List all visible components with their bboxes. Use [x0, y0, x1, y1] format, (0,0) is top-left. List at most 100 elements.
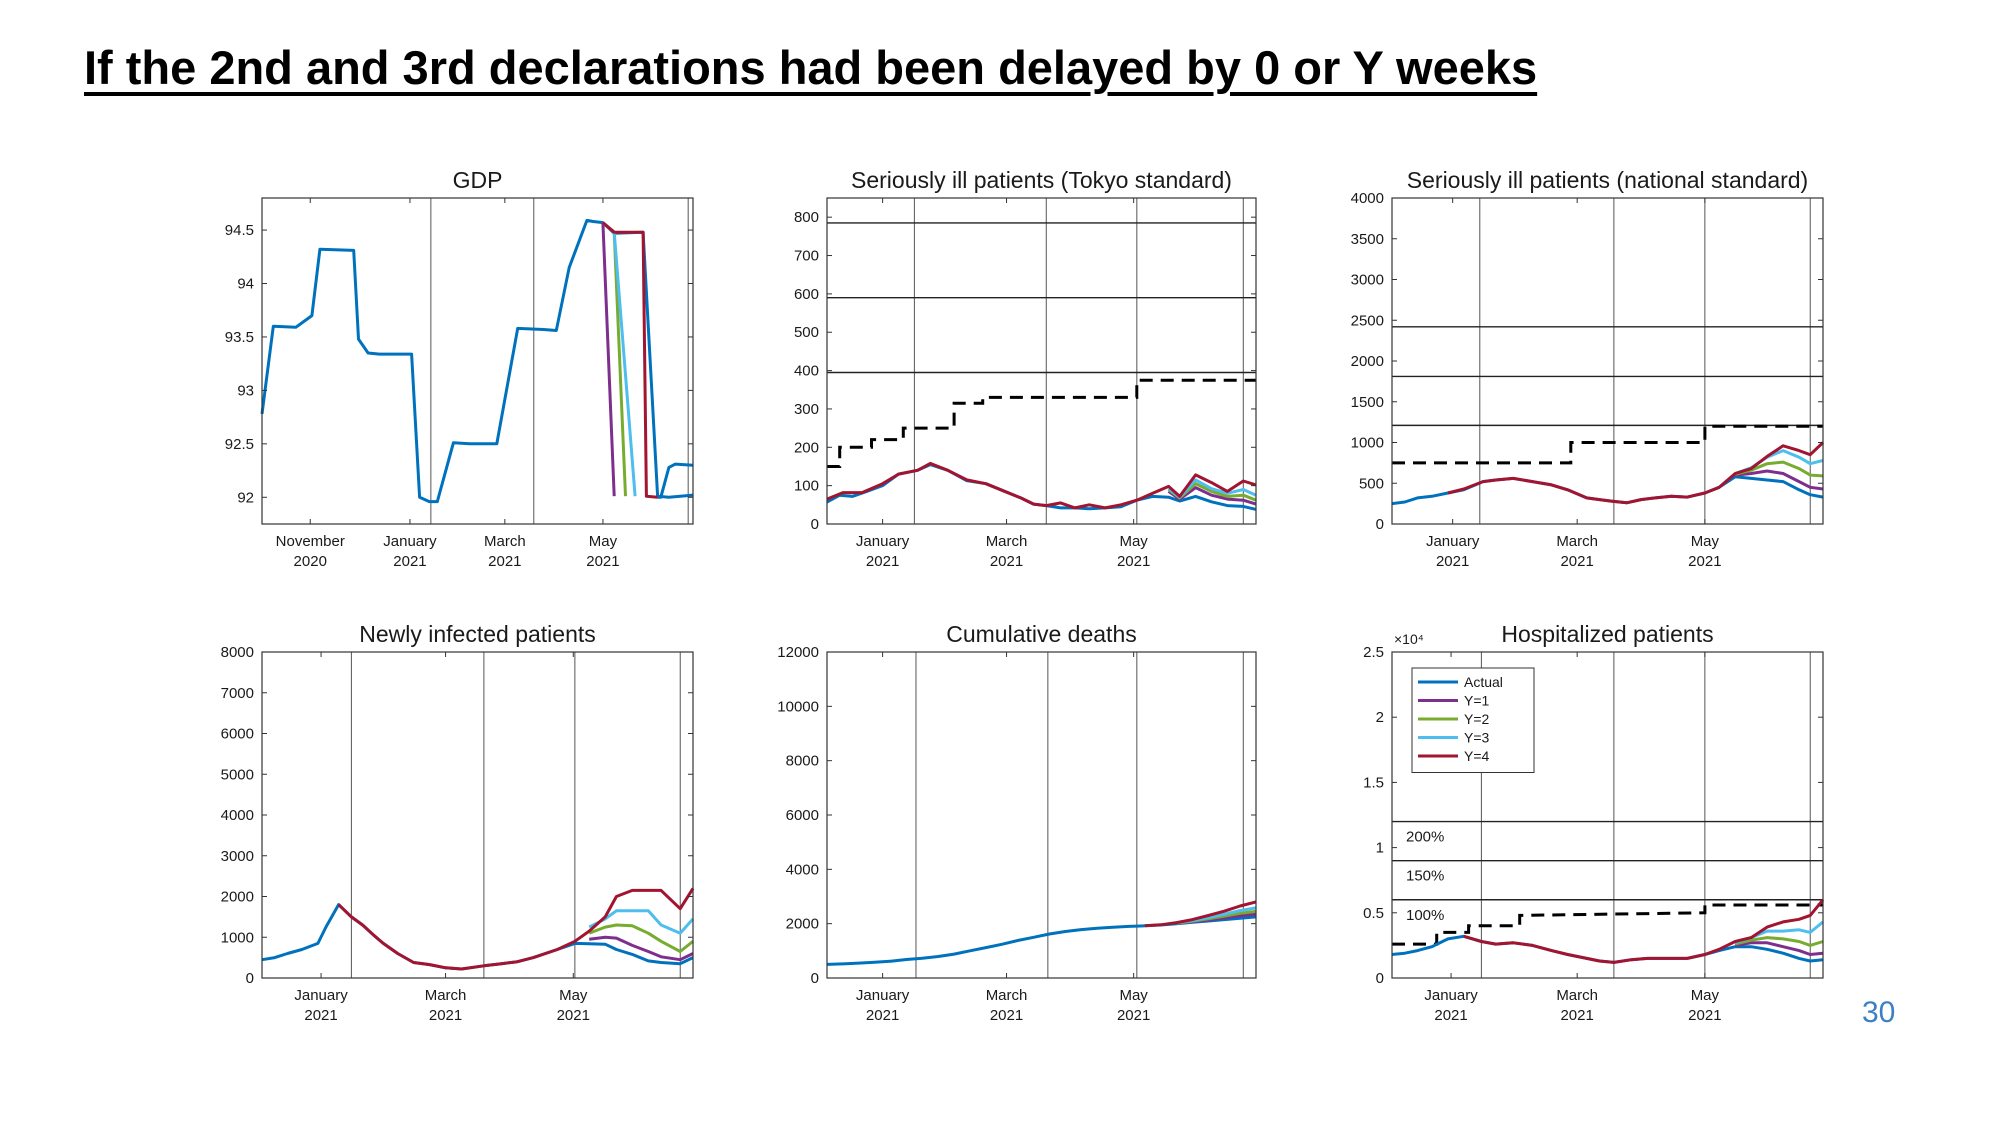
y-tick-label: 3000	[221, 848, 254, 865]
series-line-y-4	[1447, 441, 1825, 505]
series-line-y-1	[589, 935, 694, 962]
series-line-y-4	[1144, 900, 1257, 928]
x-tick-label: 2021	[1434, 1007, 1467, 1024]
x-tick-label: May	[1119, 533, 1148, 550]
page-number: 30	[1862, 996, 1896, 1029]
y-tick-label: 92.5	[225, 436, 254, 453]
series-line-actual	[260, 218, 694, 504]
y-tick-label: 700	[794, 248, 819, 265]
x-tick-label: 2021	[866, 553, 899, 570]
x-tick-label: May	[1691, 987, 1720, 1004]
series-line-y-4	[1463, 898, 1825, 964]
y-tick-label: 0	[1376, 516, 1384, 533]
y-tick-label: 600	[794, 286, 819, 303]
y-tick-label: 10000	[777, 698, 819, 715]
x-tick-label: January	[1426, 533, 1480, 550]
x-tick-label: January	[1424, 987, 1478, 1004]
x-tick-label: 2021	[1560, 1007, 1593, 1024]
deaths-axes-box	[826, 651, 1257, 979]
y-tick-label: 94.5	[225, 222, 254, 239]
national-chart: Seriously ill patients (national standar…	[1351, 167, 1825, 570]
x-tick-label: January	[856, 533, 910, 550]
x-tick-label: 2021	[1436, 553, 1469, 570]
tokyo-chart: Seriously ill patients (Tokyo standard) 0…	[794, 167, 1257, 570]
x-tick-label: 2021	[304, 1007, 337, 1024]
series-line-actual	[261, 903, 694, 971]
x-tick-label: 2021	[990, 553, 1023, 570]
y-tick-label: 8000	[221, 644, 254, 661]
x-tick-label: 2021	[1688, 1007, 1721, 1024]
y-tick-label: 0	[811, 516, 819, 533]
legend-label: Y=3	[1464, 730, 1490, 746]
capacity-label: 150%	[1406, 868, 1444, 885]
x-tick-label: January	[294, 987, 348, 1004]
reference-step-line	[1392, 424, 1823, 465]
y-tick-label: 2500	[1351, 312, 1384, 329]
x-tick-label: 2021	[429, 1007, 462, 1024]
x-tick-label: 2021	[1560, 553, 1593, 570]
x-tick-label: March	[986, 987, 1028, 1004]
legend-label: Y=2	[1464, 711, 1490, 727]
x-tick-label: November	[276, 533, 345, 550]
reference-step-line	[1392, 903, 1823, 946]
hospitalized-chart: Hospitalized patients 200% 150% 100% 0 0.5 1 1.…	[1363, 621, 1825, 1024]
x-tick-label: March	[1556, 987, 1598, 1004]
x-tick-label: 2021	[866, 1007, 899, 1024]
infected-chart: Newly infected patients 0 1000 2000 3000 4000…	[221, 621, 695, 1024]
y-tick-label: 93.5	[225, 329, 254, 346]
series-line-y-4	[337, 887, 695, 971]
x-tick-label: March	[484, 533, 526, 550]
reference-step-line	[827, 378, 1256, 468]
axis-exponent-label: ×10⁴	[1394, 631, 1424, 647]
tokyo-title: Seriously ill patients (Tokyo standard)	[851, 167, 1232, 193]
y-tick-label: 2	[1376, 709, 1384, 726]
y-tick-label: 0	[1376, 970, 1384, 987]
y-tick-label: 92	[237, 489, 254, 506]
y-tick-label: 8000	[786, 753, 819, 770]
y-tick-label: 6000	[786, 807, 819, 824]
y-tick-label: 500	[1359, 475, 1384, 492]
deaths-title: Cumulative deaths	[946, 621, 1137, 647]
series-line-y-4	[826, 461, 1257, 510]
x-tick-label: May	[559, 987, 588, 1004]
national-title: Seriously ill patients (national standar…	[1407, 167, 1808, 193]
series-line-actual	[826, 915, 1257, 966]
slide-title: If the 2nd and 3rd declarations had been…	[84, 41, 1538, 94]
deaths-chart: Cumulative deaths 0 2000 4000 6000 8000 10000 1…	[777, 621, 1257, 1024]
series-line-y-2	[1734, 936, 1824, 947]
legend-label: Y=4	[1464, 748, 1490, 764]
legend-label: Y=1	[1464, 693, 1490, 709]
tokyo-axes-box	[826, 197, 1257, 525]
x-tick-label: 2021	[1688, 553, 1721, 570]
y-tick-label: 1500	[1351, 394, 1384, 411]
gdp-title: GDP	[453, 167, 503, 193]
y-tick-label: 0	[811, 970, 819, 987]
x-tick-label: 2021	[990, 1007, 1023, 1024]
series-line-y-2	[588, 923, 694, 953]
series-line-y-3	[588, 909, 695, 935]
x-tick-label: 2021	[557, 1007, 590, 1024]
x-tick-label: May	[1691, 533, 1720, 550]
y-tick-label: 3500	[1351, 231, 1384, 248]
hospitalized-axes-box	[1391, 651, 1824, 979]
y-tick-label: 3000	[1351, 272, 1384, 289]
x-tick-label: 2021	[1117, 1007, 1150, 1024]
x-tick-label: March	[425, 987, 467, 1004]
y-tick-label: 2.5	[1363, 644, 1384, 661]
y-tick-label: 6000	[221, 726, 254, 743]
y-tick-label: 4000	[221, 807, 254, 824]
y-tick-label: 200	[794, 439, 819, 456]
y-tick-label: 400	[794, 363, 819, 380]
y-tick-label: 93	[237, 382, 254, 399]
x-tick-label: 2021	[586, 553, 619, 570]
y-tick-label: 100	[794, 478, 819, 495]
series-line-y-4	[601, 221, 658, 499]
series-line-y-1	[601, 222, 616, 497]
y-tick-label: 1000	[221, 929, 254, 946]
capacity-label: 200%	[1406, 829, 1444, 846]
series-line-y-2	[1734, 460, 1824, 478]
x-tick-label: March	[1556, 533, 1598, 550]
y-tick-label: 300	[794, 401, 819, 418]
series-line-y-1	[1735, 469, 1824, 491]
